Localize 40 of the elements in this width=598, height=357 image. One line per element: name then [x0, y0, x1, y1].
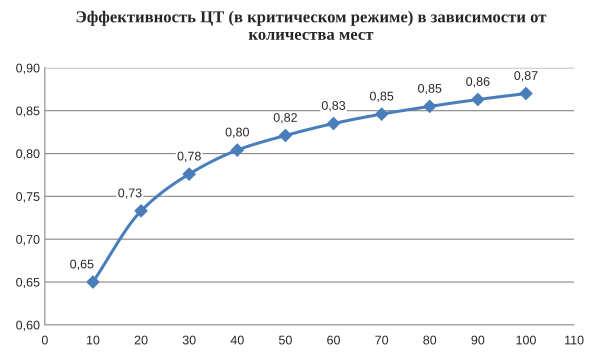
data-label: 0,80	[226, 128, 249, 138]
x-tick-label: 110	[565, 336, 584, 344]
x-tick-label: 10	[86, 336, 100, 344]
y-tick-label: 0,75	[16, 192, 40, 202]
point	[278, 128, 292, 142]
x-tick-label: 20	[134, 336, 148, 344]
data-label: 0,87	[514, 71, 538, 82]
chart-title: Эффективность ЦТ (в критическом режиме) в зависимости от количества мест	[76, 10, 546, 40]
x-tick-label: 100	[516, 336, 536, 344]
y-tick-label: 0,60	[16, 320, 40, 331]
y-tick-label: 0,70	[16, 234, 40, 246]
x-tick-label: 90	[471, 336, 484, 344]
data-label: 0,73	[118, 188, 142, 199]
point	[86, 275, 100, 289]
x-tick-label: 0	[42, 336, 48, 344]
y-tick-label: 0,80	[16, 149, 40, 160]
point	[134, 204, 148, 218]
data-label: 0,85	[418, 84, 442, 94]
x-tick-label: 40	[230, 336, 244, 344]
x-tick-label: 70	[375, 336, 388, 344]
data-label: 0,65	[70, 260, 94, 270]
point	[375, 108, 388, 121]
x-tick-label: 60	[327, 336, 340, 344]
y-tick-label: 0,90	[16, 64, 40, 74]
x-tick-label: 50	[278, 336, 292, 344]
point	[519, 86, 533, 100]
data-label: 0,85	[370, 92, 394, 102]
point	[182, 167, 196, 181]
x-tick-label: 80	[423, 336, 436, 344]
x-tick-label: 30	[182, 336, 196, 344]
data-label: 0,83	[322, 101, 346, 112]
data-label: 0,86	[466, 77, 490, 88]
point	[230, 143, 244, 157]
point	[423, 100, 436, 113]
data-label: 0,82	[274, 113, 297, 124]
data-label: 0,78	[178, 152, 201, 162]
point	[326, 116, 340, 130]
y-tick-label: 0,85	[16, 106, 40, 117]
point	[471, 92, 484, 106]
y-tick-label: 0,65	[16, 278, 40, 288]
